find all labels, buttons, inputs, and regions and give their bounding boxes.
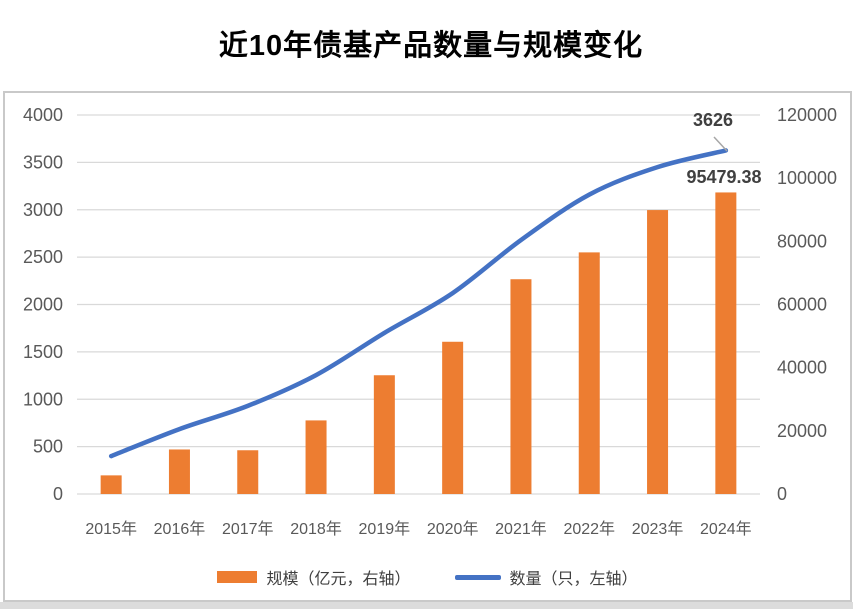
x-axis-tick-label: 2018年 — [290, 520, 342, 538]
right-axis-tick-label: 120000 — [777, 105, 837, 125]
legend: 规模（亿元，右轴） 数量（只，左轴） — [5, 565, 850, 589]
line-end-annotation: 3626 — [693, 110, 733, 130]
right-axis-tick-label: 0 — [777, 484, 787, 504]
bar — [510, 279, 532, 494]
bar — [373, 375, 395, 494]
left-axis-tick-label: 1000 — [23, 389, 63, 409]
bar-legend-swatch — [217, 571, 258, 583]
right-axis-tick-label: 20000 — [777, 421, 827, 441]
left-axis-tick-label: 0 — [53, 484, 63, 504]
legend-label-scale: 规模（亿元，右轴） — [266, 571, 411, 588]
bar — [647, 210, 669, 494]
bar — [237, 450, 259, 494]
x-axis-tick-label: 2022年 — [563, 520, 615, 538]
x-axis-tick-label: 2020年 — [427, 520, 479, 538]
x-axis-tick-label: 2019年 — [359, 520, 411, 538]
left-axis-tick-label: 3500 — [23, 152, 63, 172]
chart-area: 0 500 1000 1500 2000 2500 3000 3500 4000 0 20000 40… — [3, 91, 852, 602]
quantity-line — [108, 148, 729, 459]
right-axis-tick-label: 60000 — [777, 295, 827, 315]
left-axis-tick-label: 2000 — [23, 295, 63, 315]
bar — [442, 341, 464, 494]
left-axis-tick-label: 500 — [33, 437, 63, 457]
bar — [305, 420, 327, 494]
x-axis-tick-label: 2021年 — [495, 520, 547, 538]
annotation-leader-line — [713, 136, 728, 152]
bar — [715, 192, 737, 495]
right-axis-tick-label: 100000 — [777, 168, 837, 188]
x-axis-tick-label: 2017年 — [222, 520, 274, 538]
right-axis-tick-label: 40000 — [777, 358, 827, 378]
bar — [100, 475, 122, 494]
plot-svg: 0500100015002000250030003500400002000040… — [23, 105, 837, 538]
right-axis-tick-label: 80000 — [777, 231, 827, 251]
left-axis-tick-label: 4000 — [23, 105, 63, 125]
line-legend-swatch — [454, 574, 501, 580]
legend-item-scale: 规模（亿元，右轴） — [217, 565, 411, 589]
x-axis-tick-label: 2015年 — [85, 520, 137, 538]
bar-end-annotation: 95479.38 — [686, 167, 761, 187]
left-axis-tick-label: 3000 — [23, 200, 63, 220]
x-axis-tick-label: 2024年 — [700, 520, 752, 538]
x-axis-tick-label: 2023年 — [632, 520, 684, 538]
chart-title: 近10年债基产品数量与规模变化 — [218, 30, 644, 62]
x-axis-tick-label: 2016年 — [154, 520, 206, 538]
legend-item-count: 数量（只，左轴） — [454, 565, 638, 589]
bottom-edge-strip — [0, 602, 853, 609]
legend-label-count: 数量（只，左轴） — [509, 571, 638, 588]
left-axis-tick-label: 1500 — [23, 342, 63, 362]
bar — [578, 252, 600, 494]
left-axis-tick-label: 2500 — [23, 247, 63, 267]
bar — [168, 449, 190, 494]
